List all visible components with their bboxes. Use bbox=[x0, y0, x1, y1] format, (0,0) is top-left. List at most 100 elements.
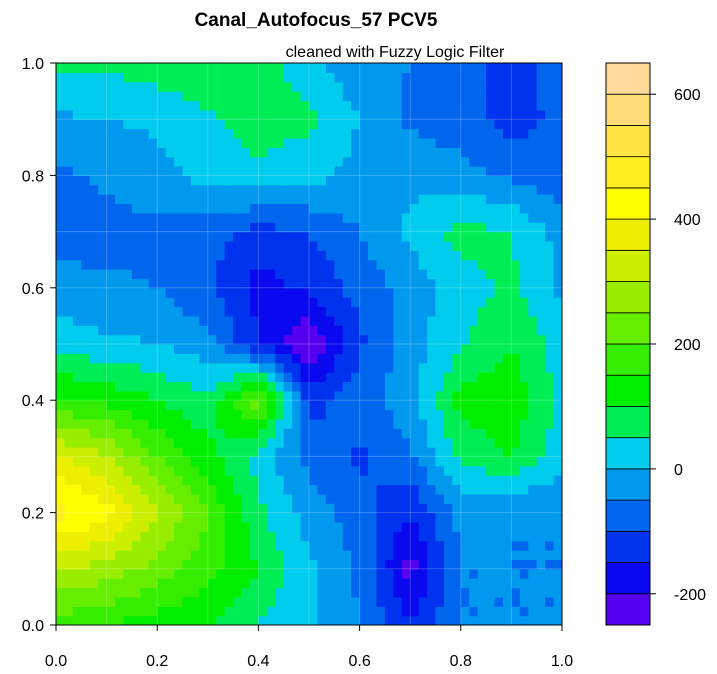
heatmap-cell bbox=[199, 381, 209, 392]
heatmap-cell bbox=[342, 606, 352, 617]
heatmap-cell bbox=[266, 418, 276, 429]
heatmap-cell bbox=[233, 437, 243, 448]
heatmap-cell bbox=[275, 72, 285, 83]
heatmap-cell bbox=[477, 437, 487, 448]
heatmap-cell bbox=[427, 137, 437, 148]
heatmap-cell bbox=[81, 278, 91, 289]
heatmap-cell bbox=[452, 606, 462, 617]
heatmap-cell bbox=[342, 166, 352, 176]
heatmap-cell bbox=[376, 484, 386, 495]
heatmap-cell bbox=[325, 493, 335, 504]
heatmap-cell bbox=[233, 240, 243, 251]
heatmap-cell bbox=[174, 325, 184, 336]
heatmap-cell bbox=[317, 81, 327, 92]
heatmap-cell bbox=[56, 315, 66, 326]
heatmap-cell bbox=[98, 287, 108, 298]
heatmap-cell bbox=[292, 334, 302, 345]
heatmap-cell bbox=[334, 109, 344, 120]
heatmap-cell bbox=[368, 437, 378, 448]
heatmap-cell bbox=[56, 344, 66, 354]
heatmap-cell bbox=[342, 568, 352, 579]
heatmap-cell bbox=[519, 269, 529, 280]
heatmap-cell bbox=[334, 212, 344, 223]
heatmap-cell bbox=[283, 203, 293, 214]
heatmap-cell bbox=[325, 568, 335, 579]
heatmap-cell bbox=[81, 334, 91, 345]
heatmap-cell bbox=[98, 212, 108, 223]
heatmap-cell bbox=[140, 287, 150, 298]
heatmap-cell bbox=[376, 400, 386, 411]
heatmap-cell bbox=[528, 156, 538, 167]
heatmap-cell bbox=[511, 156, 521, 167]
heatmap-cell bbox=[519, 606, 529, 617]
heatmap-cell bbox=[342, 109, 352, 120]
heatmap-cell bbox=[140, 222, 150, 233]
heatmap-cell bbox=[157, 503, 167, 514]
heatmap-cell bbox=[216, 596, 226, 607]
heatmap-cell bbox=[292, 362, 302, 373]
heatmap-cell bbox=[123, 203, 133, 214]
y-tick-label: 0.0 bbox=[22, 618, 44, 635]
heatmap-cell bbox=[106, 297, 116, 308]
heatmap-cell bbox=[182, 465, 192, 476]
heatmap-cell bbox=[140, 72, 150, 83]
heatmap-cell bbox=[376, 606, 386, 617]
heatmap-cell bbox=[283, 437, 293, 448]
heatmap-cell bbox=[486, 166, 496, 176]
heatmap-cell bbox=[233, 353, 243, 364]
heatmap-cell bbox=[511, 315, 521, 326]
heatmap-cell bbox=[325, 325, 335, 336]
heatmap-cell bbox=[106, 278, 116, 289]
heatmap-cell bbox=[131, 81, 141, 92]
heatmap-cell bbox=[182, 156, 192, 167]
heatmap-cell bbox=[275, 578, 285, 589]
heatmap-cell bbox=[334, 550, 344, 561]
heatmap-cell bbox=[199, 203, 209, 214]
heatmap-cell bbox=[393, 109, 403, 120]
heatmap-cell bbox=[401, 409, 411, 420]
heatmap-cell bbox=[469, 147, 479, 158]
heatmap-cell bbox=[359, 269, 369, 280]
heatmap-cell bbox=[233, 175, 243, 186]
heatmap-cell bbox=[72, 512, 82, 523]
heatmap-cell bbox=[258, 72, 268, 83]
heatmap-cell bbox=[224, 606, 234, 617]
heatmap-cell bbox=[469, 531, 479, 542]
heatmap-cell bbox=[528, 465, 538, 476]
heatmap-cell bbox=[115, 128, 125, 139]
heatmap-cell bbox=[207, 418, 217, 429]
heatmap-cell bbox=[368, 212, 378, 223]
heatmap-cell bbox=[351, 72, 361, 83]
heatmap-cell bbox=[435, 297, 445, 308]
heatmap-cell bbox=[207, 409, 217, 420]
heatmap-cell bbox=[486, 344, 496, 354]
heatmap-cell bbox=[368, 447, 378, 457]
heatmap-cell bbox=[106, 475, 116, 486]
heatmap-cell bbox=[435, 278, 445, 289]
heatmap-cell bbox=[283, 465, 293, 476]
heatmap-cell bbox=[401, 166, 411, 176]
heatmap-cell bbox=[98, 128, 108, 139]
heatmap-cell bbox=[325, 334, 335, 345]
heatmap-cell bbox=[123, 109, 133, 120]
heatmap-cell bbox=[469, 119, 479, 130]
heatmap-cell bbox=[511, 63, 521, 73]
heatmap-cell bbox=[258, 166, 268, 176]
colorbar-swatch bbox=[605, 125, 651, 158]
heatmap-cell bbox=[351, 409, 361, 420]
heatmap-cell bbox=[249, 447, 259, 457]
heatmap-cell bbox=[325, 137, 335, 148]
heatmap-cell bbox=[334, 128, 344, 139]
heatmap-cell bbox=[56, 81, 66, 92]
heatmap-cell bbox=[502, 456, 512, 467]
heatmap-cell bbox=[174, 222, 184, 233]
heatmap-cell bbox=[309, 344, 319, 354]
heatmap-cell bbox=[443, 109, 453, 120]
heatmap-cell bbox=[157, 297, 167, 308]
heatmap-cell bbox=[368, 128, 378, 139]
heatmap-cell bbox=[427, 306, 437, 317]
heatmap-cell bbox=[81, 128, 91, 139]
heatmap-cell bbox=[384, 128, 394, 139]
heatmap-cell bbox=[427, 456, 437, 467]
heatmap-cell bbox=[300, 297, 310, 308]
